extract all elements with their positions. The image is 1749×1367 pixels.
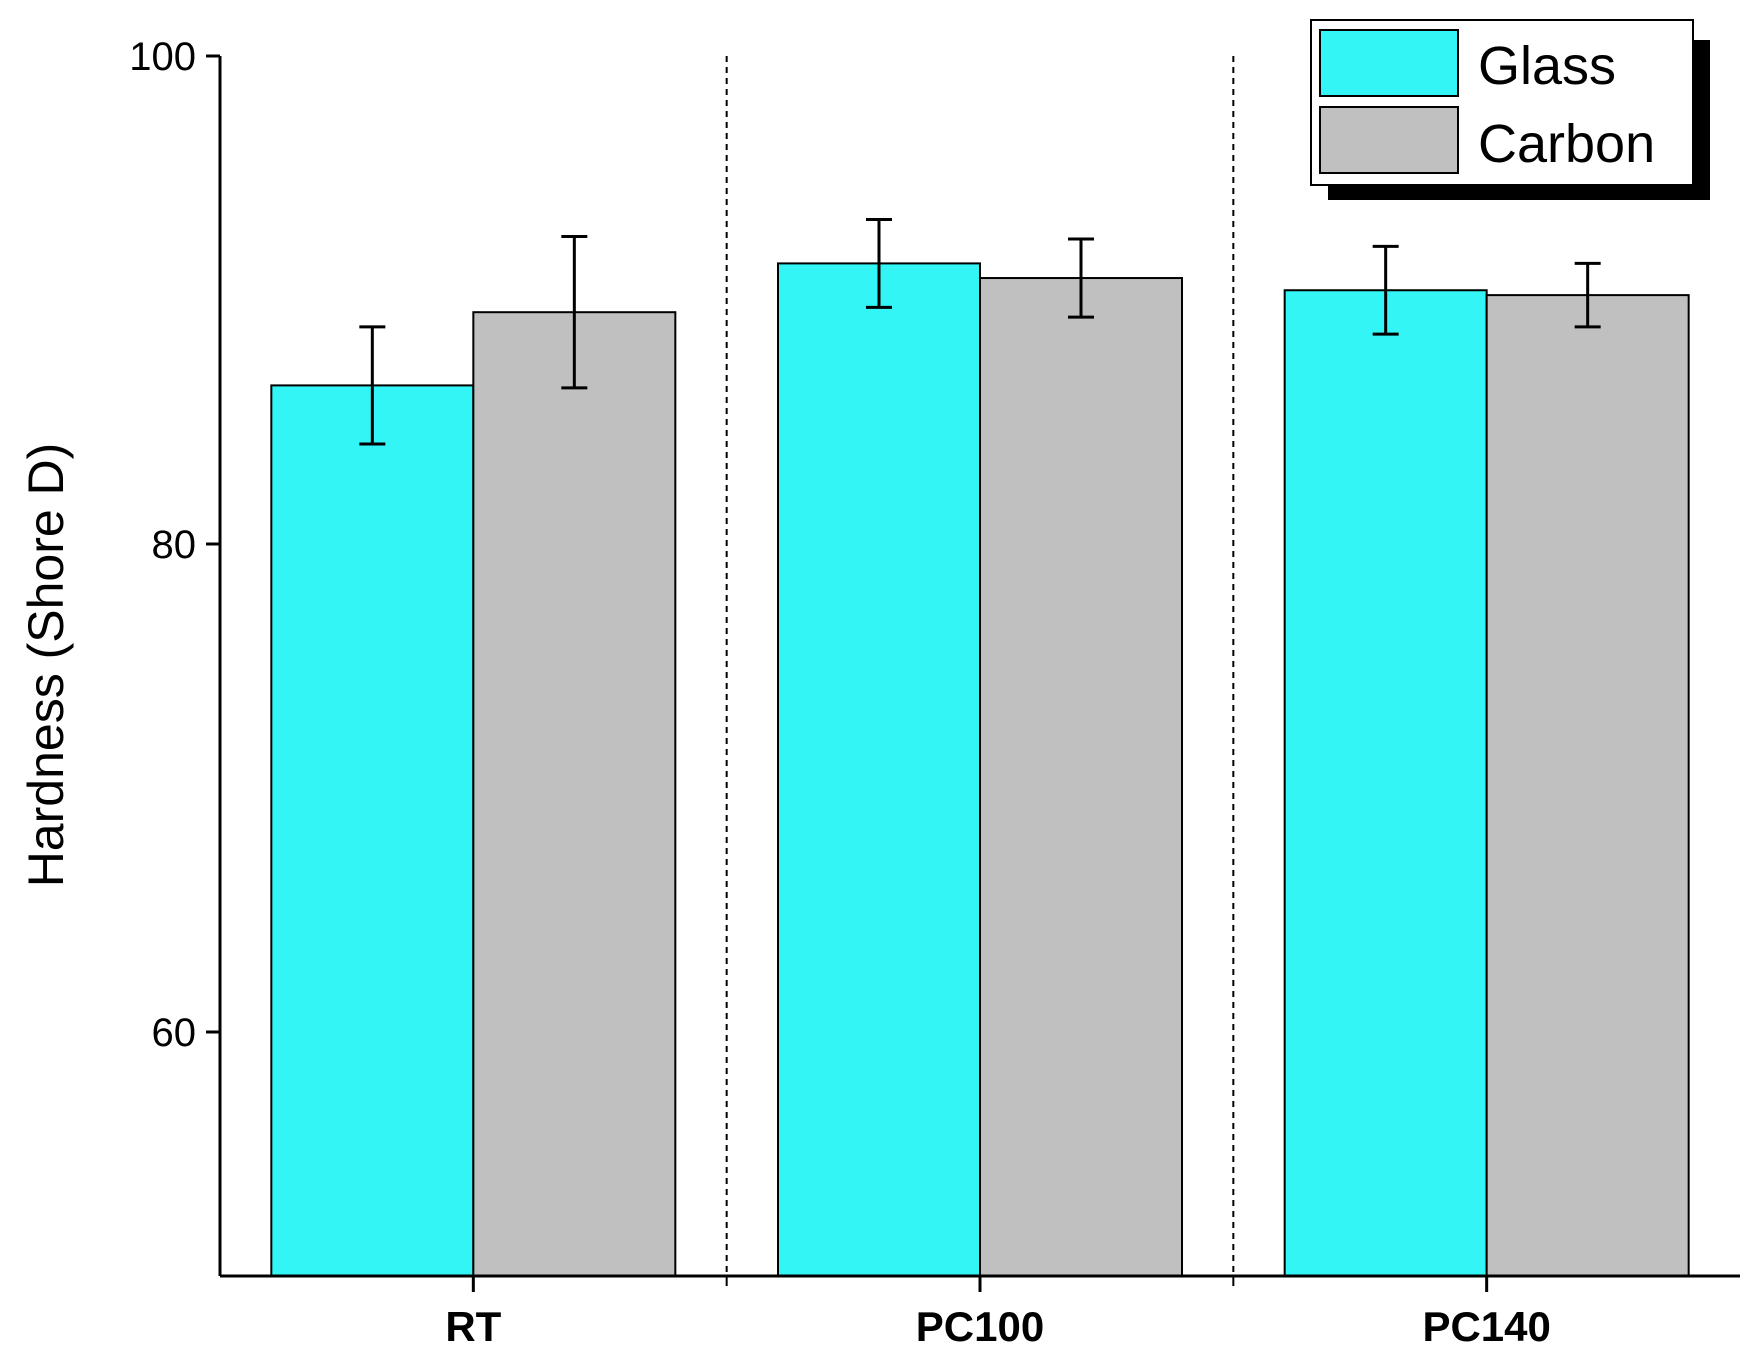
error-bar-carbon-pc100 [1068,237,1094,319]
error-bar-glass-pc100 [866,217,892,309]
bars-layer [270,262,1690,1278]
group-separators [725,56,1235,1276]
legend-label-carbon: Carbon [1478,114,1655,174]
x-tick-label-RT: RT [445,1303,501,1350]
bar-glass-rt [270,384,475,1277]
bar-glass-pc140 [1283,289,1488,1277]
legend-label-glass: Glass [1478,36,1616,96]
error-bar-carbon-rt [561,235,588,390]
legend: Glass Carbon [1310,19,1710,200]
bar-glass-pc100 [777,262,981,1277]
y-tick-label-100: 100 [129,35,196,79]
y-tick-label-80: 80 [152,523,197,567]
error-bars-layer [359,217,1601,446]
bar-carbon-pc100 [979,277,1183,1278]
x-ticks: RT PC100 PC140 [445,1276,1551,1350]
y-tick-label-60: 60 [152,1011,197,1055]
bar-carbon-rt [472,311,677,1277]
y-ticks: 60 80 100 [129,35,220,1055]
bar-carbon-pc140 [1485,294,1690,1277]
y-axis-label: Hardness (Shore D) [18,443,74,888]
error-bar-glass-pc140 [1372,244,1399,336]
x-tick-label-PC140: PC140 [1422,1303,1550,1350]
error-bar-carbon-pc140 [1574,261,1601,329]
error-bar-glass-rt [359,325,386,446]
legend-swatch-carbon [1319,106,1459,174]
x-tick-label-PC100: PC100 [916,1303,1044,1350]
legend-swatch-glass [1319,29,1459,97]
